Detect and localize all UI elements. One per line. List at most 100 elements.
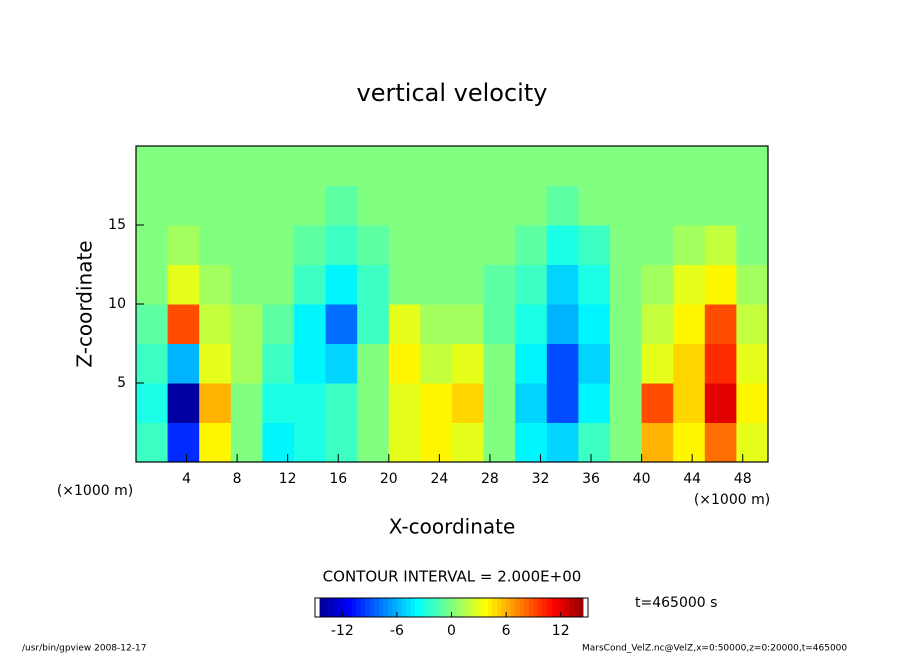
heat-cell bbox=[736, 264, 769, 305]
x-tick-label: 44 bbox=[683, 471, 701, 487]
heat-cell bbox=[262, 304, 295, 344]
colorbar-swatch bbox=[383, 598, 389, 617]
heat-cell bbox=[610, 146, 643, 186]
heat-cell bbox=[610, 225, 643, 265]
heat-cell bbox=[704, 422, 737, 463]
heat-cell bbox=[420, 422, 453, 463]
heat-cell bbox=[230, 343, 263, 384]
heat-cell bbox=[673, 264, 706, 305]
heat-cell bbox=[578, 225, 611, 265]
heat-cell bbox=[704, 185, 737, 226]
heat-cell bbox=[325, 185, 358, 226]
heat-cell bbox=[136, 146, 169, 186]
colorbar-swatch bbox=[410, 598, 416, 617]
heat-cell bbox=[483, 264, 516, 305]
heat-cell bbox=[673, 343, 706, 384]
heat-cell bbox=[641, 225, 674, 265]
colorbar-swatch bbox=[483, 598, 489, 617]
heat-cell bbox=[199, 264, 232, 305]
colorbar-swatch bbox=[419, 598, 425, 617]
heat-cell bbox=[294, 225, 327, 265]
heat-cell bbox=[262, 383, 295, 423]
heat-cell bbox=[294, 422, 327, 463]
heat-cell bbox=[294, 383, 327, 423]
heat-cell bbox=[136, 422, 169, 463]
heat-cell bbox=[736, 422, 769, 463]
heat-cell bbox=[546, 185, 579, 226]
colorbar-swatch bbox=[396, 598, 402, 617]
heat-cell bbox=[262, 185, 295, 226]
heat-cell bbox=[262, 225, 295, 265]
heat-cell bbox=[736, 343, 769, 384]
colorbar-swatch bbox=[401, 598, 407, 617]
heat-cell bbox=[230, 146, 263, 186]
heat-cell bbox=[736, 225, 769, 265]
heat-cell bbox=[357, 422, 390, 463]
heat-cell bbox=[546, 383, 579, 423]
colorbar-swatch bbox=[537, 598, 543, 617]
heat-cell bbox=[641, 264, 674, 305]
heat-cell bbox=[452, 185, 485, 226]
heat-cell bbox=[483, 343, 516, 384]
heat-cell bbox=[610, 343, 643, 384]
heat-cell bbox=[578, 185, 611, 226]
heat-cell bbox=[230, 422, 263, 463]
chart-title: vertical velocity bbox=[357, 79, 548, 107]
heat-cell bbox=[388, 146, 421, 186]
heat-cell bbox=[388, 422, 421, 463]
y-tick-label: 15 bbox=[108, 217, 126, 233]
heat-cell bbox=[610, 185, 643, 226]
heat-cell bbox=[167, 383, 200, 423]
colorbar-swatch bbox=[342, 598, 348, 617]
heat-cell bbox=[199, 383, 232, 423]
colorbar-swatch bbox=[442, 598, 448, 617]
colorbar-swatch bbox=[346, 598, 352, 617]
colorbar-swatch bbox=[428, 598, 434, 617]
heat-cell bbox=[167, 146, 200, 186]
heat-cell bbox=[452, 146, 485, 186]
colorbar-swatch bbox=[478, 598, 484, 617]
heat-cell bbox=[641, 343, 674, 384]
x-tick-label: 4 bbox=[182, 471, 191, 487]
colorbar-swatch bbox=[528, 598, 534, 617]
colorbar-tick-label: -12 bbox=[331, 623, 354, 639]
heat-cell bbox=[452, 422, 485, 463]
heat-cell bbox=[136, 185, 169, 226]
colorbar-swatch bbox=[465, 598, 470, 617]
heat-cell bbox=[357, 343, 390, 384]
heat-cell bbox=[546, 304, 579, 344]
colorbar-tick-label: 12 bbox=[552, 623, 570, 639]
heat-cell bbox=[136, 264, 169, 305]
heat-cell bbox=[325, 343, 358, 384]
heat-cell bbox=[388, 304, 421, 344]
heat-cell bbox=[136, 304, 169, 344]
x-tick-label: 8 bbox=[233, 471, 242, 487]
heat-cell bbox=[325, 146, 358, 186]
colorbar-swatch bbox=[460, 598, 466, 617]
colorbar-swatch bbox=[365, 598, 370, 617]
x-unit: (×1000 m) bbox=[694, 492, 770, 508]
y-tick-label: 10 bbox=[108, 296, 126, 312]
heat-cell bbox=[704, 343, 737, 384]
heat-cell bbox=[578, 304, 611, 344]
colorbar-swatch bbox=[360, 598, 366, 617]
heat-cell bbox=[704, 304, 737, 344]
heat-cell bbox=[704, 146, 737, 186]
colorbar-swatch bbox=[569, 598, 575, 617]
heat-cell bbox=[262, 343, 295, 384]
heat-cell bbox=[230, 304, 263, 344]
heat-cell bbox=[578, 422, 611, 463]
colorbar-swatch bbox=[456, 598, 461, 617]
heat-cell bbox=[641, 383, 674, 423]
heat-cell bbox=[167, 264, 200, 305]
heat-cell bbox=[673, 304, 706, 344]
colorbar-swatch bbox=[510, 598, 516, 617]
heat-cell bbox=[388, 264, 421, 305]
colorbar-swatch bbox=[574, 598, 580, 617]
heat-cell bbox=[199, 343, 232, 384]
heat-cell bbox=[673, 185, 706, 226]
heat-cell bbox=[673, 422, 706, 463]
colorbar-swatch bbox=[542, 598, 548, 617]
heat-cell bbox=[546, 146, 579, 186]
